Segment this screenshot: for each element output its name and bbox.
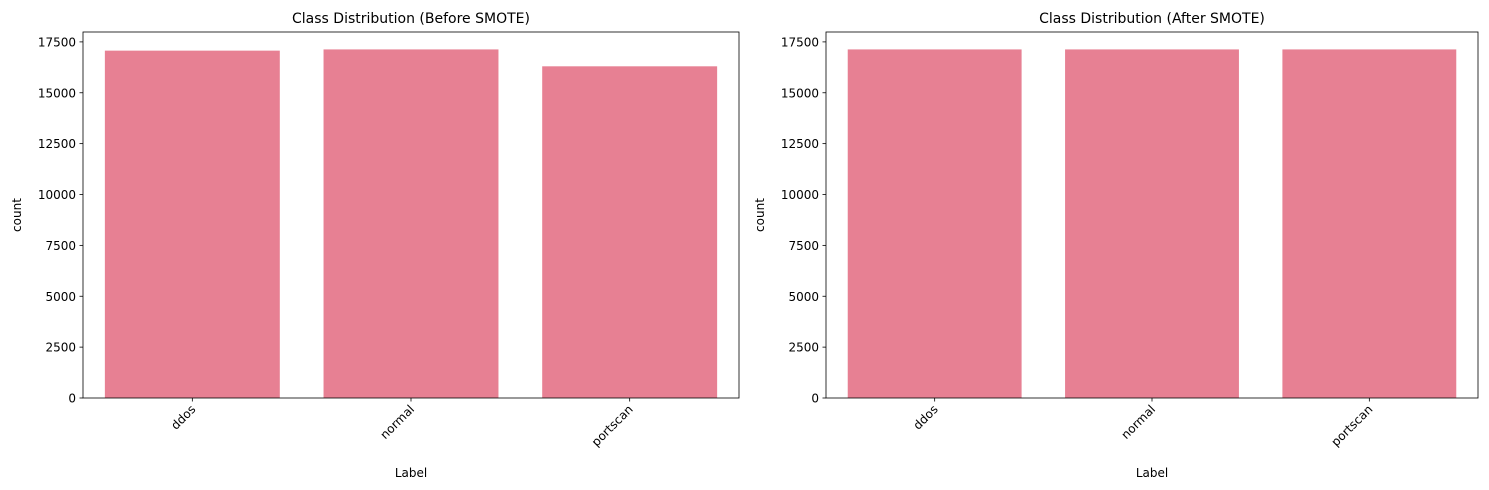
y-tick-label: 2500 [45,341,76,355]
x-tick-label-normal: normal [1118,402,1158,442]
y-tick-label: 7500 [45,239,76,253]
y-tick-label: 15000 [781,86,819,100]
y-tick-label: 10000 [781,188,819,202]
y-tick-label: 15000 [38,86,76,100]
bar-ddos [104,50,280,398]
x-tick-label-ddos: ddos [911,402,941,432]
chart-title: Class Distribution (After SMOTE) [1039,11,1265,27]
x-tick-label-portscan: portscan [589,402,636,449]
y-axis-label: count [10,198,24,232]
bar-portscan [542,66,718,398]
x-axis-label: Label [395,466,427,480]
chart-panel-1: 0 2500 5000 7500 10000 12500 15000 17500 ddos nor… [753,11,1479,480]
y-tick-label: 2500 [788,341,819,355]
x-axis-label: Label [1136,466,1168,480]
y-tick-label: 0 [811,392,819,406]
y-tick-label: 7500 [788,239,819,253]
y-tick-label: 5000 [45,290,76,304]
bar-ddos [847,49,1022,398]
y-tick-label: 12500 [781,137,819,151]
chart-panel-0: 0 2500 5000 7500 10000 12500 15000 17500 ddos nor… [10,11,740,480]
y-tick-label: 12500 [38,137,76,151]
y-tick-label: 10000 [38,188,76,202]
y-tick-label: 0 [68,392,76,406]
y-tick-label: 17500 [38,35,76,49]
bar-normal [323,49,499,398]
y-tick-label: 17500 [781,35,819,49]
bar-portscan [1282,49,1457,398]
y-axis-label: count [753,198,767,232]
x-tick-label-portscan: portscan [1328,402,1375,449]
chart-title: Class Distribution (Before SMOTE) [292,11,530,27]
bar-normal [1065,49,1239,398]
y-tick-label: 5000 [788,290,819,304]
x-tick-label-normal: normal [377,402,417,442]
x-tick-label-ddos: ddos [168,402,198,432]
